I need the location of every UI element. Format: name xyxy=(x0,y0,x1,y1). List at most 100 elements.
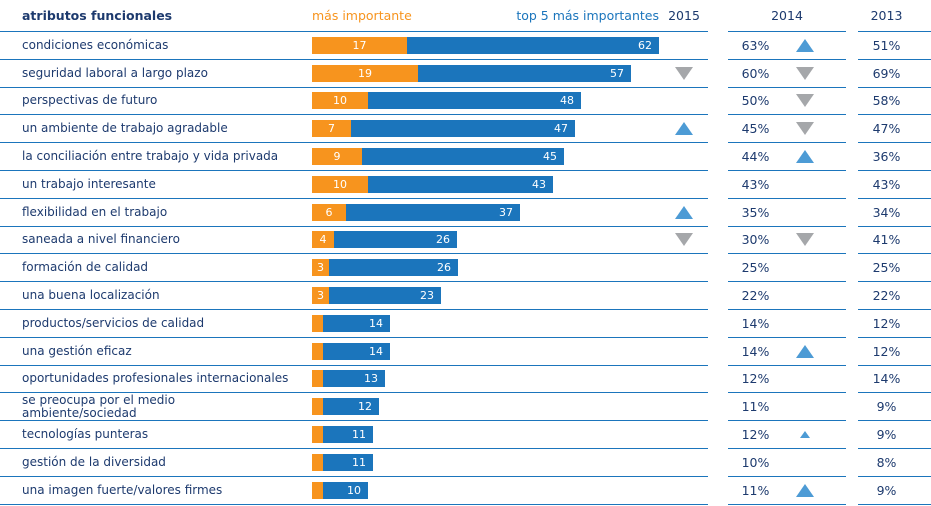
bar-mas-importante-value: 3 xyxy=(317,289,324,303)
bar-cell: 11 xyxy=(312,449,660,477)
attribute-label-cell: seguridad laboral a largo plazo xyxy=(0,60,312,88)
trend-2015-cell xyxy=(660,338,708,366)
col-2013-cell: 12% xyxy=(858,310,931,338)
bar-mas-importante xyxy=(312,342,323,360)
header-2015-cell: 2015 xyxy=(660,0,708,32)
bar-top5: 13 xyxy=(323,370,385,388)
attribute-label: condiciones económicas xyxy=(22,37,169,52)
bar-mas-importante-value: 3 xyxy=(317,261,324,275)
pct-2013: 36% xyxy=(872,149,901,165)
row-spacer xyxy=(708,171,728,199)
bar-mas-importante xyxy=(312,370,323,388)
pct-2014: 30% xyxy=(741,232,770,248)
trend-down-icon xyxy=(796,122,814,136)
stacked-bar: 12 xyxy=(312,398,379,416)
bar-mas-importante-value: 7 xyxy=(328,122,335,136)
trend-down-icon xyxy=(796,94,814,108)
attribute-label-cell: gestión de la diversidad xyxy=(0,449,312,477)
bar-mas-importante: 4 xyxy=(312,231,334,249)
row-spacer xyxy=(708,366,728,394)
legend-top5-mas-importantes: top 5 más importantes xyxy=(516,8,659,23)
bar-cell: 12 xyxy=(312,393,660,422)
row-spacer xyxy=(846,171,858,199)
bar-cell: 7 47 xyxy=(312,115,660,144)
col-2013-cell: 41% xyxy=(858,227,931,255)
attribute-label: una buena localización xyxy=(22,288,160,303)
pct-2014: 60% xyxy=(741,65,770,81)
col-2013-cell: 12% xyxy=(858,338,931,366)
table-row: la conciliación entre trabajo y vida pri… xyxy=(0,143,931,171)
col-2014-cell: 11% xyxy=(728,393,846,422)
row-spacer xyxy=(846,143,858,171)
column-header-2015: 2015 xyxy=(668,8,700,23)
row-spacer xyxy=(846,310,858,338)
pct-2013: 12% xyxy=(872,315,901,331)
bar-mas-importante xyxy=(312,426,323,444)
col-2014-cell: 63% xyxy=(728,32,846,60)
bar-cell: 4 26 xyxy=(312,227,660,255)
bar-top5: 45 xyxy=(362,148,564,166)
stacked-bar: 10 43 xyxy=(312,175,553,193)
pct-2014: 35% xyxy=(741,204,770,220)
row-spacer xyxy=(708,393,728,421)
stacked-bar: 3 23 xyxy=(312,287,441,305)
pct-2013: 9% xyxy=(876,427,897,443)
col-2013-cell: 9% xyxy=(858,421,931,449)
col-2014-cell: 14% xyxy=(728,310,846,338)
bar-mas-importante-value: 6 xyxy=(325,205,333,219)
trend-up-icon xyxy=(675,205,693,219)
trend-down-icon xyxy=(796,66,814,80)
row-spacer xyxy=(708,282,728,310)
pct-2013: 25% xyxy=(872,260,901,276)
pct-2013: 8% xyxy=(876,454,897,470)
stacked-bar: 13 xyxy=(312,370,385,388)
trend-2015-cell xyxy=(660,143,708,171)
attribute-label-cell: un trabajo interesante xyxy=(0,171,312,199)
pct-2014: 43% xyxy=(741,176,770,192)
bar-mas-importante-value: 19 xyxy=(358,66,372,80)
pct-2014: 25% xyxy=(741,260,770,276)
row-spacer xyxy=(708,227,728,255)
trend-2015-cell xyxy=(660,366,708,394)
attribute-label-cell: se preocupa por el medio ambiente/socied… xyxy=(0,393,312,422)
row-spacer xyxy=(846,477,858,505)
col-2013-cell: 25% xyxy=(858,254,931,283)
bar-mas-importante: 3 xyxy=(312,259,329,277)
trend-2014-cell xyxy=(783,150,827,164)
table-row: se preocupa por el medio ambiente/socied… xyxy=(0,393,931,422)
bar-cell: 13 xyxy=(312,366,660,394)
trend-up-icon xyxy=(800,431,810,439)
bar-cell: 14 xyxy=(312,338,660,366)
bar-top5-value: 11 xyxy=(352,455,366,469)
row-spacer xyxy=(708,310,728,338)
bar-cell: 6 37 xyxy=(312,199,660,227)
attribute-label: una gestión eficaz xyxy=(22,343,132,358)
col-2014-cell: 43% xyxy=(728,171,846,199)
table-row: un ambiente de trabajo agradable 7 47 45… xyxy=(0,115,931,144)
table-row: un trabajo interesante 10 43 43% xyxy=(0,171,931,199)
bar-top5: 26 xyxy=(334,231,457,249)
attribute-label: seguridad laboral a largo plazo xyxy=(22,65,208,80)
table-row: una imagen fuerte/valores firmes 10 11% xyxy=(0,477,931,505)
table-row: seguridad laboral a largo plazo 19 57 60… xyxy=(0,60,931,88)
trend-down-icon xyxy=(675,66,693,80)
trend-2015-cell xyxy=(660,477,708,505)
bar-cell: 10 43 xyxy=(312,171,660,199)
row-spacer xyxy=(846,88,858,116)
trend-2015-cell xyxy=(660,60,708,88)
row-spacer xyxy=(708,477,728,505)
col-2014-cell: 45% xyxy=(728,115,846,144)
col-2014-cell: 44% xyxy=(728,143,846,171)
trend-2014-cell xyxy=(783,122,827,136)
bar-mas-importante-value: 9 xyxy=(333,150,341,164)
bar-mas-importante xyxy=(312,453,323,471)
col-2014-cell: 22% xyxy=(728,282,846,310)
bar-top5: 57 xyxy=(418,64,631,82)
bar-top5: 62 xyxy=(407,36,659,54)
table-row: gestión de la diversidad 11 10% xyxy=(0,449,931,477)
bar-cell: 10 48 xyxy=(312,88,660,116)
pct-2013: 34% xyxy=(872,204,901,220)
bar-top5: 12 xyxy=(323,398,379,416)
pct-2013: 69% xyxy=(872,65,901,81)
bar-top5-value: 48 xyxy=(560,94,574,108)
